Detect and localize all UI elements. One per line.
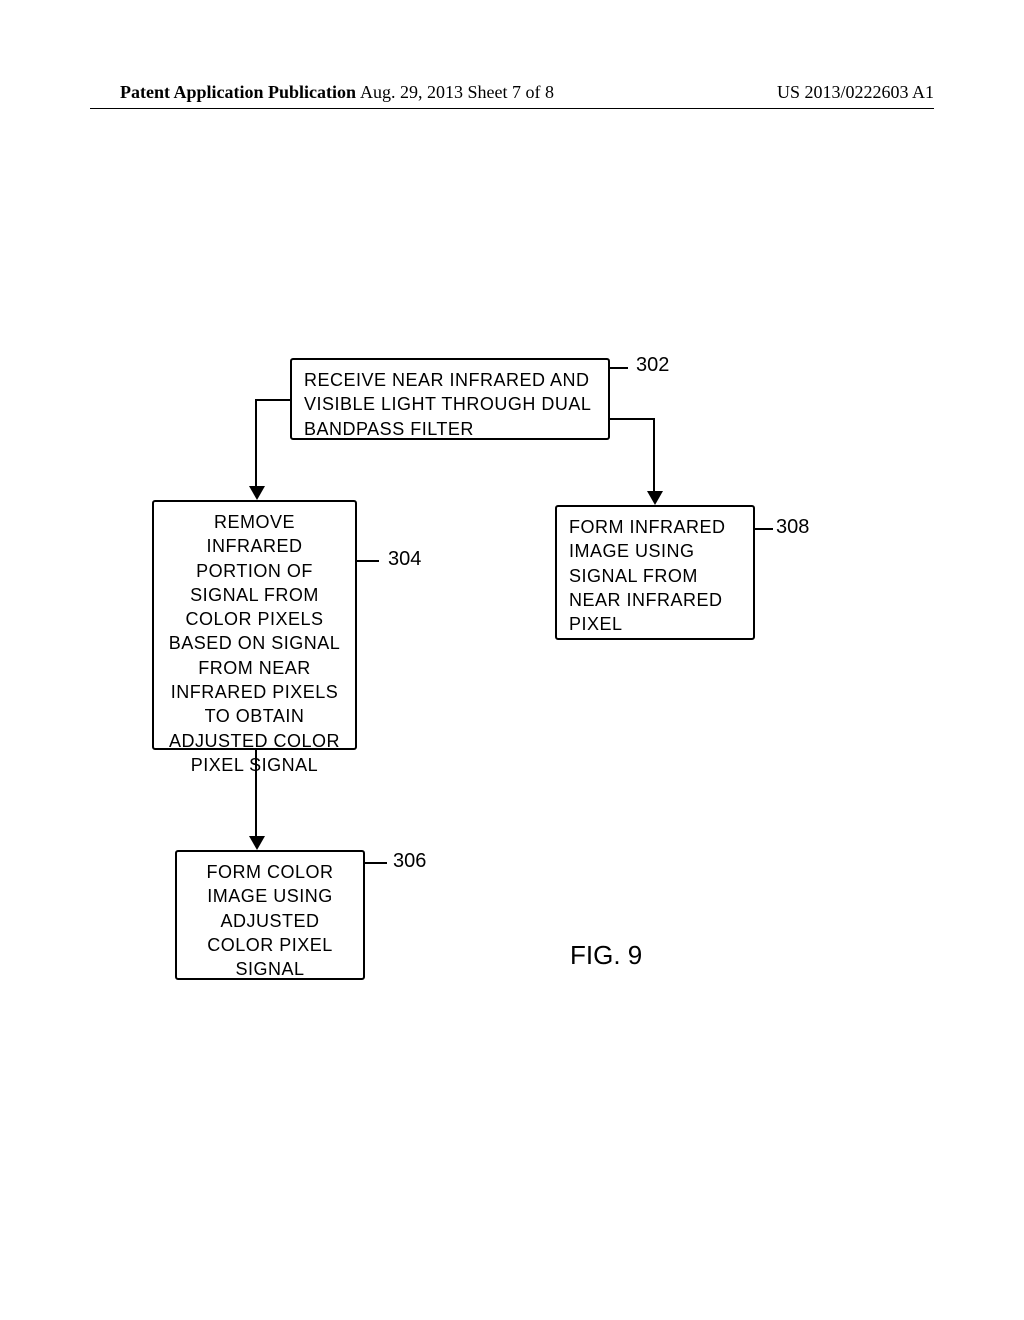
- node-308: FORM INFRARED IMAGE USING SIGNAL FROM NE…: [555, 505, 755, 640]
- edge-302-304-v: [255, 399, 257, 493]
- edge-304-306-arrow: [249, 836, 265, 850]
- node-304-ref: 304: [388, 548, 421, 571]
- node-302-text: RECEIVE NEAR INFRARED AND VISIBLE LIGHT …: [304, 370, 591, 439]
- header-right: US 2013/0222603 A1: [777, 82, 934, 103]
- node-302: RECEIVE NEAR INFRARED AND VISIBLE LIGHT …: [290, 358, 610, 440]
- node-302-ref: 302: [636, 354, 669, 377]
- node-306-text: FORM COLOR IMAGE USING ADJUSTED COLOR PI…: [206, 862, 333, 979]
- edge-304-306-v: [255, 750, 257, 843]
- node-304-text: REMOVE INFRARED PORTION OF SIGNAL FROM C…: [169, 512, 341, 775]
- node-304-tick: [357, 560, 379, 562]
- edge-302-308-arrow: [647, 491, 663, 505]
- node-306-tick: [365, 862, 387, 864]
- edge-302-308-h: [610, 418, 655, 420]
- header-rule: [90, 108, 934, 109]
- edge-302-304-arrow: [249, 486, 265, 500]
- edge-302-308-v: [653, 418, 655, 498]
- node-308-ref: 308: [776, 516, 809, 539]
- node-306: FORM COLOR IMAGE USING ADJUSTED COLOR PI…: [175, 850, 365, 980]
- node-306-ref: 306: [393, 850, 426, 873]
- node-302-tick: [610, 367, 628, 369]
- header-mid: Aug. 29, 2013 Sheet 7 of 8: [360, 82, 554, 103]
- figure-label: FIG. 9: [570, 940, 642, 971]
- page-header: Patent Application Publication Aug. 29, …: [0, 82, 1024, 103]
- edge-302-304-h: [255, 399, 290, 401]
- node-308-tick: [755, 528, 773, 530]
- header-left: Patent Application Publication: [120, 82, 356, 103]
- node-304: REMOVE INFRARED PORTION OF SIGNAL FROM C…: [152, 500, 357, 750]
- node-308-text: FORM INFRARED IMAGE USING SIGNAL FROM NE…: [569, 517, 726, 634]
